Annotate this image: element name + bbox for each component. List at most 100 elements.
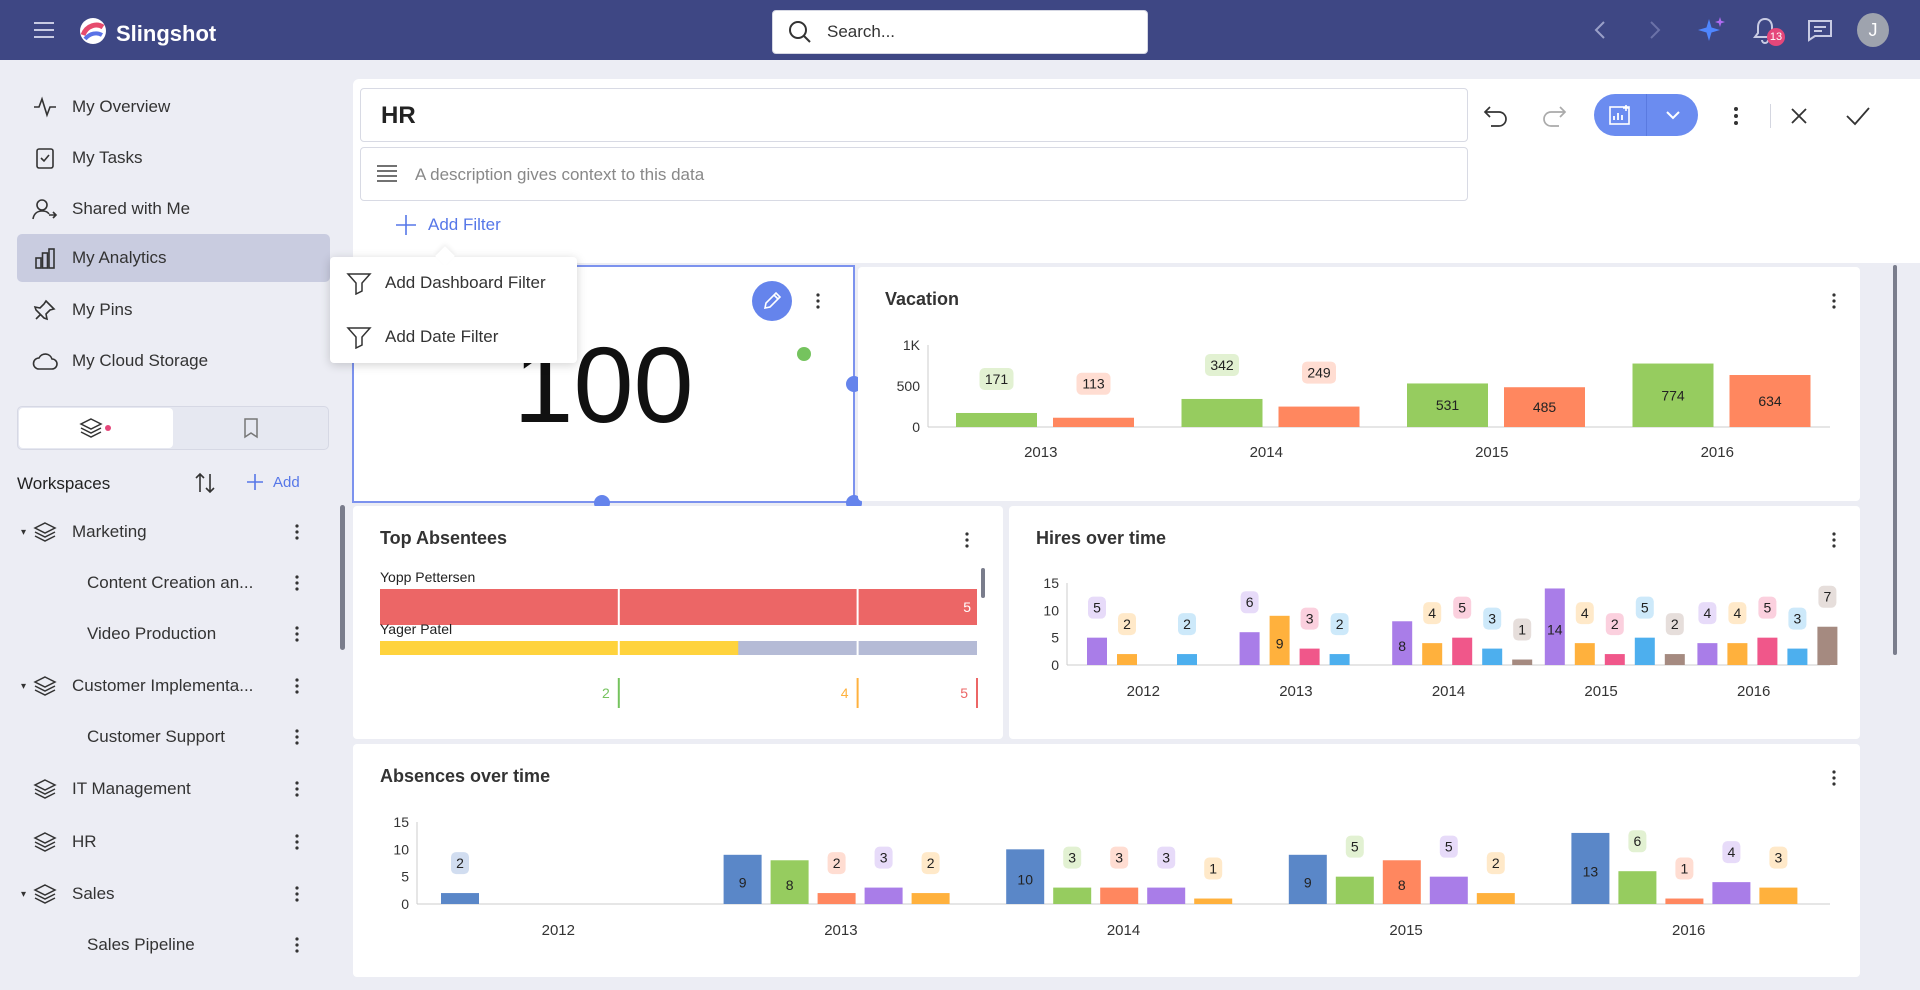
x-tick-label: 2016 xyxy=(1701,444,1734,461)
data-label: 10 xyxy=(1017,872,1033,888)
add-workspace-button[interactable]: Add xyxy=(245,472,300,492)
add-visualization-button[interactable] xyxy=(1594,94,1646,136)
chart-bar xyxy=(1759,887,1798,904)
nav-shared-with-me[interactable]: Shared with Me xyxy=(17,185,330,233)
y-tick-label: 15 xyxy=(1043,575,1059,591)
undo-icon[interactable] xyxy=(1480,100,1512,132)
workspace-it-management[interactable]: IT Management xyxy=(17,769,330,809)
data-label: 5 xyxy=(963,599,971,615)
menu-item-add-dashboard-filter[interactable]: Add Dashboard Filter xyxy=(330,258,577,308)
checkmark-icon[interactable] xyxy=(1842,100,1874,132)
workspace-sales[interactable]: ▾ Sales xyxy=(17,874,330,914)
nav-my-tasks[interactable]: My Tasks xyxy=(17,134,330,182)
more-vertical-icon[interactable] xyxy=(285,882,309,906)
data-label-bg xyxy=(1300,607,1319,630)
top-absentees-widget[interactable]: Top Absentees Yopp Pettersen 5 Yager Patel… xyxy=(353,506,1003,739)
data-label: 5 xyxy=(1458,600,1466,616)
chart-bar xyxy=(1544,588,1565,665)
more-vertical-icon[interactable] xyxy=(285,725,309,749)
back-arrow-icon[interactable] xyxy=(1584,14,1616,46)
layers-icon xyxy=(31,775,59,803)
workspace-marketing[interactable]: ▾ Marketing xyxy=(17,512,330,552)
tab-bookmarks[interactable] xyxy=(174,408,328,448)
y-tick-label: 500 xyxy=(897,378,921,394)
y-tick-label: 0 xyxy=(912,419,920,435)
redo-icon[interactable] xyxy=(1538,100,1570,132)
more-vertical-icon[interactable] xyxy=(806,289,830,313)
sidebar-scrollbar[interactable] xyxy=(340,505,345,650)
workspace-customer-support[interactable]: Customer Support xyxy=(17,717,330,757)
data-label: 171 xyxy=(985,371,1009,387)
caret-down-icon[interactable]: ▾ xyxy=(21,526,27,538)
more-vertical-icon[interactable] xyxy=(1822,289,1846,313)
nav-my-overview[interactable]: My Overview xyxy=(17,83,330,131)
workspace-sales-pipeline[interactable]: Sales Pipeline xyxy=(17,925,330,965)
more-vertical-icon[interactable] xyxy=(285,622,309,646)
data-label-bg xyxy=(1758,596,1777,619)
edit-widget-button[interactable] xyxy=(752,281,792,321)
data-label: 3 xyxy=(1488,611,1496,627)
pin-icon xyxy=(31,296,59,324)
tab-workspaces[interactable] xyxy=(19,408,173,448)
data-label: 3 xyxy=(1162,850,1170,866)
hamburger-menu-icon[interactable] xyxy=(28,14,60,46)
workspace-hr[interactable]: HR xyxy=(17,822,330,862)
more-vertical-icon[interactable] xyxy=(285,520,309,544)
sort-icon[interactable] xyxy=(193,470,217,501)
workspace-customer-implementation[interactable]: ▾ Customer Implementa... xyxy=(17,666,330,706)
data-label: 5 xyxy=(1764,600,1772,616)
data-label-bg xyxy=(451,852,469,875)
chart-bar xyxy=(1634,637,1655,665)
data-label-bg xyxy=(1178,613,1196,636)
more-vertical-icon[interactable] xyxy=(285,674,309,698)
chart-bar xyxy=(1727,643,1748,665)
hires-widget[interactable]: Hires over time 0 5 10 15 2012 5 2 2 2013 6 9 3 2 201… xyxy=(1009,506,1860,739)
nav-my-pins[interactable]: My Pins xyxy=(17,286,330,334)
dashboard-description-field[interactable]: A description gives context to this data xyxy=(360,147,1468,201)
more-vertical-icon[interactable] xyxy=(285,830,309,854)
add-visualization-dropdown[interactable] xyxy=(1646,94,1698,136)
search-input[interactable] xyxy=(827,22,1127,42)
vacation-widget[interactable]: Vacation 0 500 1K 2013 171 113 2014 342 249 2015 5… xyxy=(858,267,1860,501)
search-box[interactable] xyxy=(772,10,1148,54)
chart-bar xyxy=(1299,648,1320,665)
main-scrollbar[interactable] xyxy=(1893,265,1897,655)
data-label-bg xyxy=(1157,846,1176,869)
notifications-bell-icon[interactable]: 13 xyxy=(1749,14,1785,46)
dashboard-title-field[interactable]: HR xyxy=(360,88,1468,142)
chart-bar xyxy=(1512,659,1533,665)
top-bar: Slingshot 13 J xyxy=(0,0,1920,60)
chat-icon[interactable] xyxy=(1804,14,1836,46)
more-vertical-icon[interactable] xyxy=(285,933,309,957)
user-avatar[interactable]: J xyxy=(1857,13,1889,47)
data-label-bg xyxy=(1722,841,1741,864)
chart-bar xyxy=(1429,876,1468,904)
absences-widget[interactable]: Absences over time 0 5 10 15 2012 2 2013 9 8 2 3 2 2… xyxy=(353,744,1860,977)
menu-item-add-date-filter[interactable]: Add Date Filter xyxy=(330,312,577,362)
more-vertical-icon[interactable] xyxy=(1822,528,1846,552)
chart-bar xyxy=(1482,648,1503,665)
vacation-bar xyxy=(1729,375,1811,427)
more-vertical-icon[interactable] xyxy=(285,571,309,595)
more-vertical-icon[interactable] xyxy=(1822,766,1846,790)
more-vertical-icon[interactable] xyxy=(1720,100,1752,132)
add-filter-menu: Add Dashboard Filter Add Date Filter xyxy=(330,257,577,363)
tree-label: Sales Pipeline xyxy=(87,935,195,954)
nav-my-cloud-storage[interactable]: My Cloud Storage xyxy=(17,337,330,385)
nav-my-analytics[interactable]: My Analytics xyxy=(17,234,330,282)
workspace-content-creation[interactable]: Content Creation an... xyxy=(17,563,330,603)
add-filter-button[interactable]: Add Filter xyxy=(394,213,501,237)
forward-arrow-icon[interactable] xyxy=(1639,14,1671,46)
caret-down-icon[interactable]: ▾ xyxy=(21,888,27,900)
data-label-bg xyxy=(1345,835,1364,858)
app-brand[interactable]: Slingshot xyxy=(78,16,216,51)
close-icon[interactable] xyxy=(1783,100,1815,132)
plus-icon xyxy=(396,215,416,235)
workspace-video-production[interactable]: Video Production xyxy=(17,614,330,654)
caret-down-icon[interactable]: ▾ xyxy=(21,680,27,692)
data-label: 531 xyxy=(1436,397,1460,413)
more-vertical-icon[interactable] xyxy=(285,777,309,801)
ai-sparkle-icon[interactable] xyxy=(1695,14,1727,46)
more-vertical-icon[interactable] xyxy=(955,528,979,552)
tree-label: Video Production xyxy=(87,624,217,643)
